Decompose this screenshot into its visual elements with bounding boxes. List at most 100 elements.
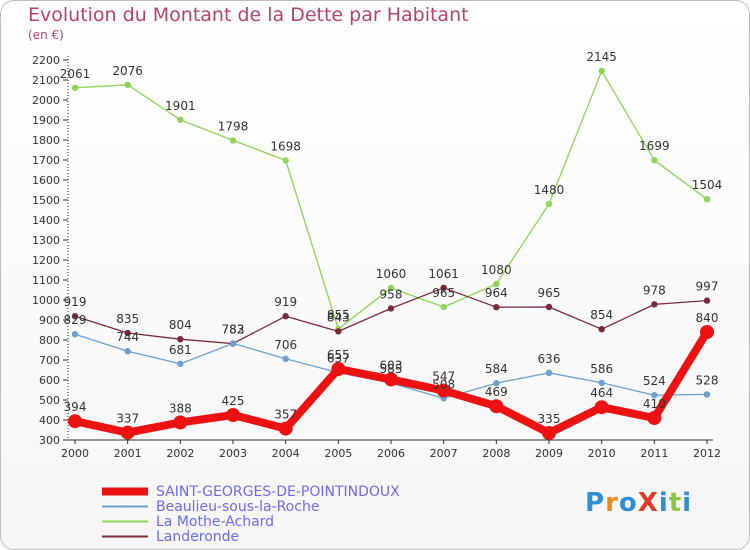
data-label: 958 [380,287,403,301]
legend: SAINT-GEORGES-DE-POINTINDOUX Beaulieu-so… [100,483,400,545]
legend-label: La Mothe-Achard [156,513,275,530]
data-point [282,313,289,320]
data-label: 2061 [60,67,91,81]
data-label: 744 [116,330,139,344]
data-label: 508 [432,377,455,391]
y-tick-label: 2000 [32,94,60,107]
legend-item: Beaulieu-sous-la-Roche [100,498,400,515]
data-label: 706 [274,338,297,352]
data-point [703,391,711,398]
legend-label: SAINT-GEORGES-DE-POINTINDOUX [156,483,400,500]
data-point [177,360,184,367]
data-point [493,380,500,387]
x-tick-label: 2009 [535,447,563,460]
data-point [647,411,662,425]
x-tick-label: 2003 [219,447,247,460]
data-point [651,157,658,164]
data-label: 636 [538,352,561,366]
data-label: 840 [696,311,719,325]
x-tick-label: 2011 [640,447,668,460]
data-label: 919 [274,295,297,309]
legend-swatch [102,505,148,508]
y-tick-label: 800 [39,334,60,347]
data-point [120,425,135,440]
data-point [598,67,605,75]
legend-item: SAINT-GEORGES-DE-POINTINDOUX [100,483,400,500]
proxiti-logo: ProXiti [585,488,693,518]
data-label: 2145 [586,50,617,64]
data-label: 655 [327,348,350,362]
data-label: 964 [485,286,508,300]
x-tick-label: 2012 [693,447,721,460]
data-point [493,280,500,288]
data-label: 1798 [218,119,249,133]
data-label: 1480 [534,183,565,197]
y-tick-label: 1900 [32,114,60,127]
data-label: 585 [380,362,403,376]
y-tick-label: 400 [39,414,60,427]
legend-swatch [102,487,148,496]
legend-label: Landeronde [156,528,240,545]
x-tick-label: 2002 [166,447,194,460]
data-point [703,297,711,304]
data-label: 978 [643,283,666,297]
data-point [335,328,342,335]
y-tick-label: 1100 [32,274,60,287]
data-point [545,303,553,311]
data-label: 410 [643,397,666,411]
data-point [542,426,556,440]
data-point [493,304,500,311]
y-tick-label: 1000 [32,294,60,307]
data-point [331,362,346,376]
y-tick-label: 1300 [32,234,60,247]
data-point [177,116,184,124]
data-point [173,415,188,430]
data-label: 919 [64,295,87,309]
data-label: 1060 [376,267,407,281]
data-label: 464 [590,386,613,400]
legend-swatch [102,520,148,523]
data-label: 637 [327,352,350,366]
data-point [71,84,79,92]
data-point [124,81,131,89]
data-label: 1901 [165,99,196,113]
y-tick-label: 700 [39,354,60,367]
x-tick-label: 2004 [272,447,300,460]
data-point [703,196,711,203]
data-point [229,340,237,347]
data-label: 965 [432,286,455,300]
y-tick-label: 1800 [32,134,60,147]
data-label: 1698 [270,139,301,153]
data-label: 997 [696,280,719,294]
data-label: 843 [327,310,350,324]
data-point [282,157,289,164]
data-label: 394 [64,400,87,414]
data-point [598,326,605,333]
data-label: 1080 [481,263,512,277]
data-label: 804 [169,318,192,332]
x-tick-label: 2000 [61,447,89,460]
y-tick-label: 2100 [32,74,60,87]
data-point [384,372,398,387]
data-label: 547 [432,370,455,384]
data-label: 855 [327,308,350,322]
data-point [545,369,553,376]
data-point [124,348,131,355]
data-label: 782 [222,323,245,337]
y-tick-label: 300 [39,434,60,447]
data-point [651,301,658,308]
chart-title: Evolution du Montant de la Dette par Hab… [28,4,469,26]
data-label: 357 [274,408,297,422]
y-unit-label: (en €) [28,28,64,42]
data-label: 469 [485,385,508,399]
data-label: 584 [485,362,508,376]
data-label: 1504 [692,178,723,192]
data-point [440,284,447,291]
data-point [700,325,714,339]
legend-label: Beaulieu-sous-la-Roche [156,498,320,515]
x-tick-label: 2010 [588,447,616,460]
legend-item: Landeronde [100,528,400,545]
data-label: 854 [590,308,613,322]
data-label: 337 [116,412,139,426]
data-point [489,399,504,414]
